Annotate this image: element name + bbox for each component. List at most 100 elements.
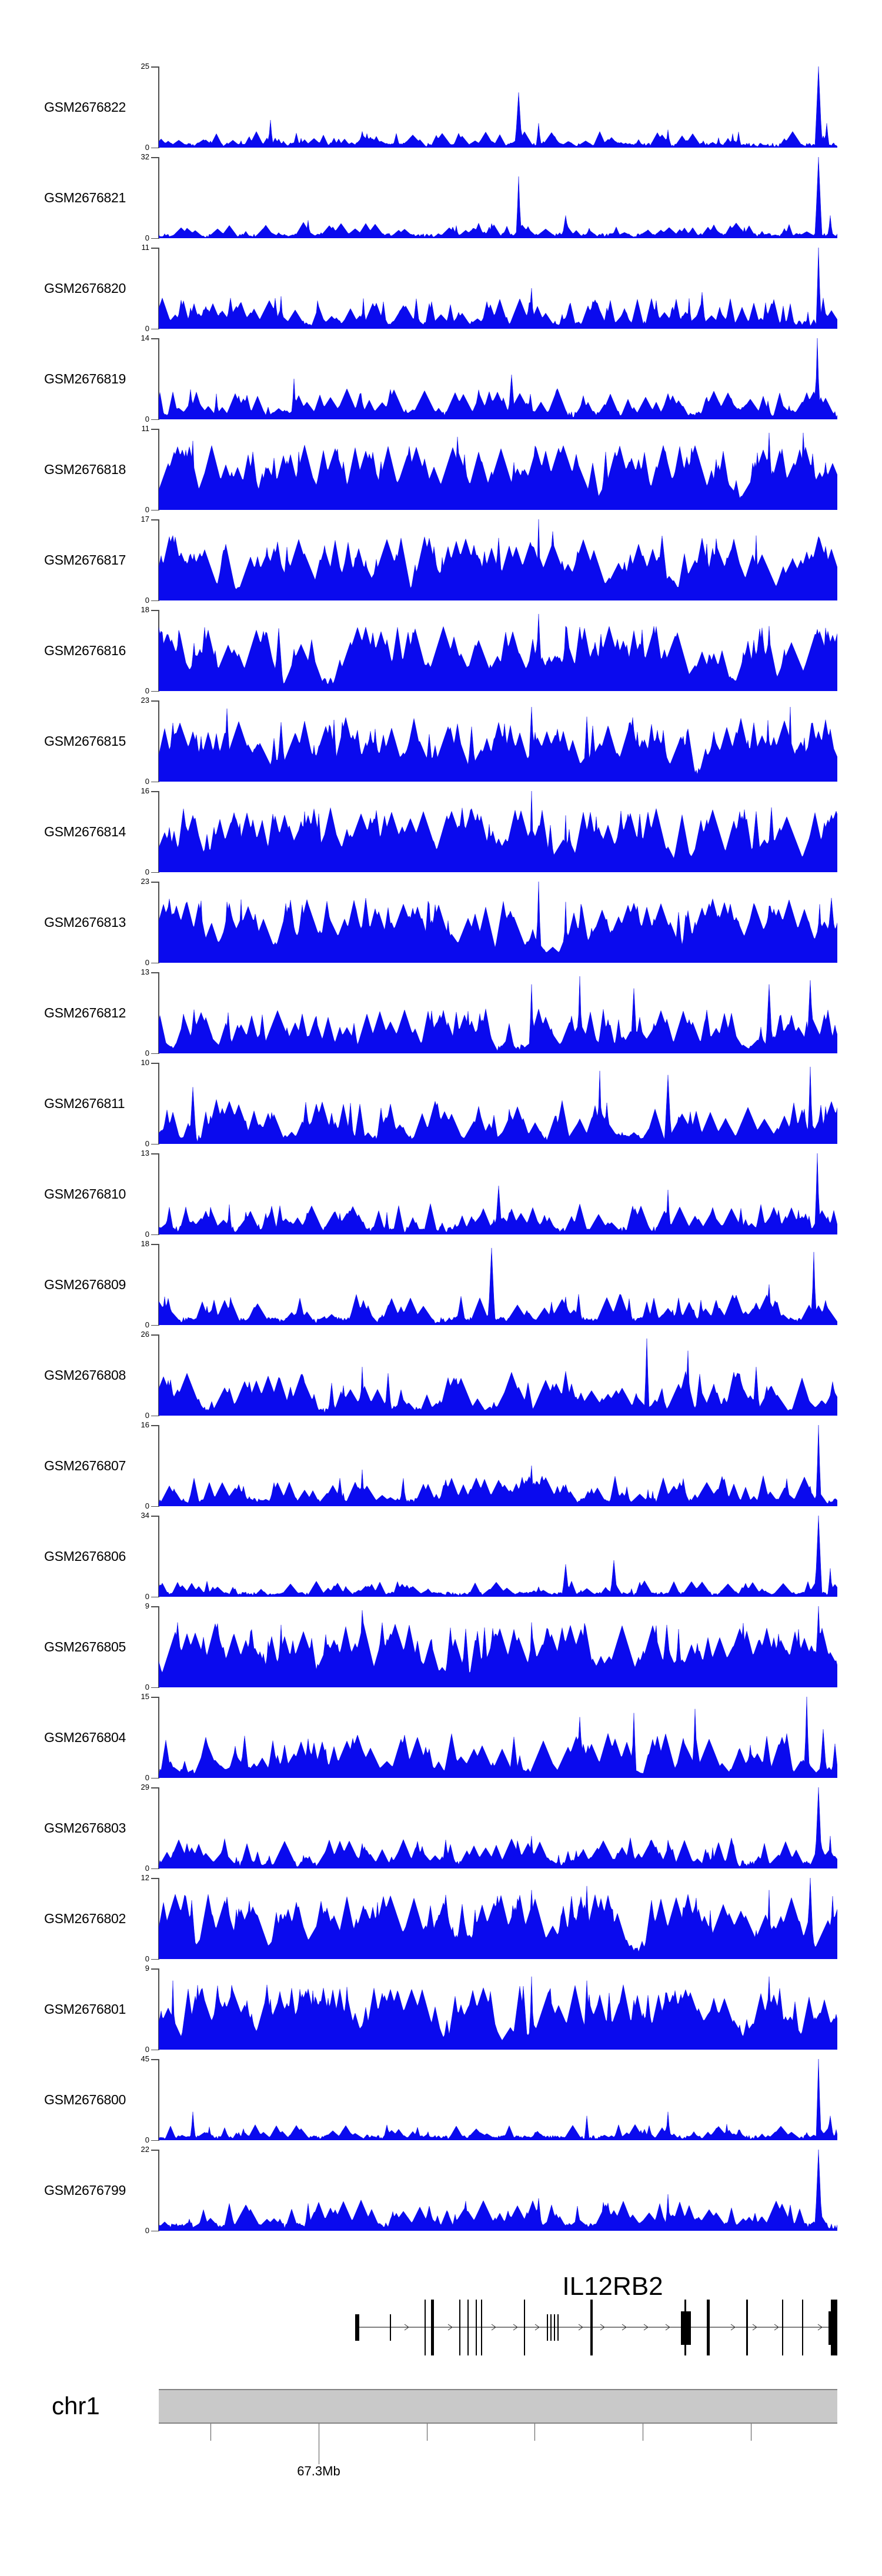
yaxis-max-label: 12 xyxy=(141,1873,149,1882)
sample-label: GSM2676812 xyxy=(44,1005,126,1020)
exon-mid xyxy=(557,2314,559,2341)
yaxis-zero-label: 0 xyxy=(145,1954,149,1963)
yaxis-line xyxy=(158,1787,159,1869)
coverage-histogram xyxy=(159,1878,837,1959)
yaxis-zero-label: 0 xyxy=(145,777,149,786)
yaxis-zero-label: 0 xyxy=(145,415,149,423)
yaxis-bottom-tick xyxy=(151,1596,159,1597)
coverage-track: GSM2676802 12 0 xyxy=(0,1874,882,1968)
coverage-track: GSM2676818 11 0 xyxy=(0,425,882,519)
yaxis-max-label: 18 xyxy=(141,605,149,614)
yaxis-line xyxy=(158,1968,159,2050)
coverage-track: GSM2676801 9 0 xyxy=(0,1964,882,2059)
yaxis-zero-label: 0 xyxy=(145,1049,149,1057)
coverage-track: GSM2676811 10 0 xyxy=(0,1059,882,1153)
coverage-histogram xyxy=(159,1247,837,1325)
coverage-track: GSM2676810 13 0 xyxy=(0,1149,882,1244)
sample-label: GSM2676819 xyxy=(44,371,126,386)
sample-label: GSM2676808 xyxy=(44,1367,126,1383)
yaxis-max-label: 9 xyxy=(145,1964,149,1973)
yaxis-bottom-tick xyxy=(151,1415,159,1416)
coverage-track: GSM2676814 16 0 xyxy=(0,787,882,882)
yaxis-zero-label: 0 xyxy=(145,1501,149,1510)
coverage-histogram xyxy=(159,791,837,872)
chromosome-ideogram-bar xyxy=(159,2389,837,2424)
yaxis-line xyxy=(158,1425,159,1507)
yaxis-top-tick xyxy=(151,1244,159,1245)
coverage-histogram xyxy=(159,1338,837,1416)
yaxis-bottom-tick xyxy=(151,1687,159,1688)
exon-tall xyxy=(707,2300,710,2355)
coverage-track: GSM2676800 45 0 xyxy=(0,2055,882,2150)
yaxis-line xyxy=(158,1606,159,1688)
yaxis-max-label: 23 xyxy=(141,696,149,705)
yaxis-zero-label: 0 xyxy=(145,505,149,514)
exon-tall xyxy=(590,2300,593,2355)
yaxis-bottom-tick xyxy=(151,328,159,329)
exon-tall xyxy=(802,2300,803,2355)
yaxis-zero-label: 0 xyxy=(145,1773,149,1782)
coverage-histogram xyxy=(159,1516,837,1597)
yaxis-bottom-tick xyxy=(151,1958,159,1960)
yaxis-max-label: 16 xyxy=(141,1420,149,1429)
sample-label: GSM2676803 xyxy=(44,1820,126,1836)
chromosome-label: chr1 xyxy=(52,2392,100,2420)
yaxis-top-tick xyxy=(151,2059,159,2060)
yaxis-max-label: 13 xyxy=(141,1149,149,1157)
sample-label: GSM2676801 xyxy=(44,2001,126,2017)
yaxis-zero-label: 0 xyxy=(145,2135,149,2144)
yaxis-line xyxy=(158,1697,159,1778)
yaxis-zero-label: 0 xyxy=(145,1139,149,1148)
yaxis-bottom-tick xyxy=(151,2230,159,2231)
gene-name-label: IL12RB2 xyxy=(562,2272,663,2301)
yaxis-max-label: 29 xyxy=(141,1783,149,1791)
exon-tall xyxy=(831,2300,837,2355)
coverage-track: GSM2676805 9 0 xyxy=(0,1602,882,1697)
yaxis-top-tick xyxy=(151,429,159,430)
yaxis-line xyxy=(158,700,159,782)
exon-tall xyxy=(476,2300,477,2355)
yaxis-zero-label: 0 xyxy=(145,1592,149,1601)
yaxis-bottom-tick xyxy=(151,509,159,510)
sample-label: GSM2676818 xyxy=(44,461,126,477)
exon-tall xyxy=(431,2300,434,2355)
coverage-histogram xyxy=(159,706,837,782)
yaxis-max-label: 22 xyxy=(141,2145,149,2154)
coverage-histogram xyxy=(159,2150,837,2231)
sample-label: GSM2676814 xyxy=(44,823,126,839)
exon-tall xyxy=(467,2300,469,2355)
sample-label: GSM2676802 xyxy=(44,1910,126,1926)
yaxis-bottom-tick xyxy=(151,1777,159,1778)
coverage-track: GSM2676809 18 0 xyxy=(0,1240,882,1334)
yaxis-top-tick xyxy=(151,1787,159,1788)
yaxis-max-label: 10 xyxy=(141,1058,149,1067)
sample-label: GSM2676815 xyxy=(44,733,126,749)
yaxis-line xyxy=(158,791,159,873)
coverage-track: GSM2676822 25 0 xyxy=(0,62,882,157)
yaxis-bottom-tick xyxy=(151,1506,159,1507)
yaxis-line xyxy=(158,66,159,148)
coverage-histogram xyxy=(159,157,837,238)
coverage-histogram xyxy=(159,519,837,600)
coverage-track: GSM2676808 26 0 xyxy=(0,1330,882,1425)
exon-tall xyxy=(746,2300,748,2355)
yaxis-max-label: 23 xyxy=(141,877,149,886)
yaxis-max-label: 17 xyxy=(141,515,149,523)
exon-mid xyxy=(390,2314,391,2341)
exon-tall xyxy=(684,2300,686,2355)
sample-label: GSM2676813 xyxy=(44,914,126,930)
yaxis-zero-label: 0 xyxy=(145,867,149,876)
yaxis-zero-label: 0 xyxy=(145,1411,149,1420)
yaxis-top-tick xyxy=(151,1606,159,1607)
yaxis-top-tick xyxy=(151,791,159,792)
sample-label: GSM2676799 xyxy=(44,2182,126,2198)
yaxis-line xyxy=(158,2059,159,2141)
coverage-histogram xyxy=(159,1697,837,1778)
exon-tall xyxy=(425,2300,426,2355)
ideogram-tick xyxy=(534,2424,535,2441)
yaxis-top-tick xyxy=(151,1153,159,1154)
coverage-histogram xyxy=(159,248,837,329)
coverage-histogram xyxy=(159,1606,837,1687)
yaxis-line xyxy=(158,157,159,239)
coverage-histogram xyxy=(159,1787,837,1868)
